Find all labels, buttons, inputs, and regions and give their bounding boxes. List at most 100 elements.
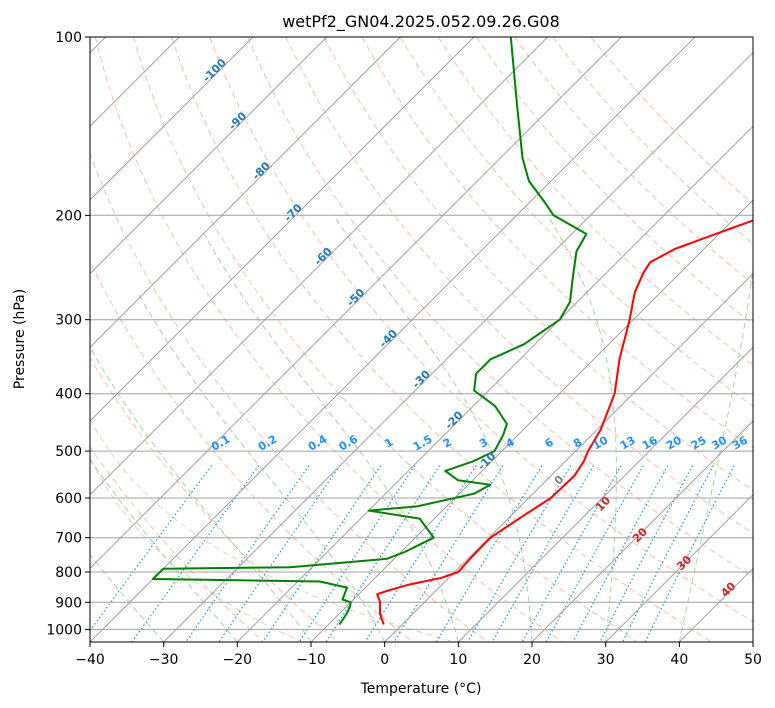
- x-tick-label: −40: [75, 652, 105, 668]
- background-lines: [90, 37, 753, 642]
- theta-e-label: 40: [718, 579, 738, 599]
- chart-title: wetPf2_GN04.2025.052.09.26.G08: [282, 12, 560, 32]
- isotherm-line: [384, 272, 753, 642]
- dry-adiabat-line: [171, 37, 712, 642]
- isotherm-line: [310, 199, 753, 642]
- mixing-ratio-line: [521, 465, 622, 642]
- mixing-ratio-line: [466, 465, 572, 642]
- isotherm-line: [90, 37, 254, 201]
- isotherm-label: -20: [442, 408, 465, 431]
- y-tick-label: 1000: [46, 622, 82, 638]
- moist-adiabat-line: [90, 553, 165, 642]
- x-tick-label: 10: [449, 652, 467, 668]
- mixing-ratio-line: [364, 465, 477, 642]
- mixing-ratio-label: 20: [664, 433, 684, 452]
- mixing-ratio-label: 0.2: [256, 433, 279, 454]
- auxiliary-curve: [90, 456, 303, 642]
- mixing-ratio-label: 6: [543, 435, 556, 450]
- dry-adiabat-line: [90, 446, 264, 642]
- dry-adiabat-line: [552, 37, 753, 245]
- isotherm-label: -50: [344, 286, 367, 309]
- mixing-ratio-line: [491, 465, 595, 642]
- y-axis-ticks: 100 200 300 400 500 600 700 800 900 1000: [46, 30, 90, 638]
- mixing-ratio-line: [393, 465, 504, 642]
- mixing-ratio-label: 16: [640, 433, 660, 452]
- dry-adiabat-line: [323, 37, 753, 491]
- y-tick-label: 300: [55, 313, 82, 329]
- pressure-gridlines: [90, 37, 753, 630]
- moist-adiabat-line: [547, 215, 617, 642]
- mixing-ratio-line: [644, 465, 735, 642]
- dry-adiabat-line: [132, 37, 638, 642]
- dry-adiabat-line: [94, 37, 563, 642]
- mixing-ratio-line: [262, 465, 382, 642]
- moist-adiabat-line: [678, 264, 753, 642]
- isotherm-line: [678, 567, 753, 642]
- profile-lines: [152, 37, 753, 626]
- y-tick-label: 400: [55, 387, 82, 403]
- dry-adiabat-line: [90, 152, 488, 642]
- y-tick-label: 600: [55, 491, 82, 507]
- y-axis-label: Pressure (hPa): [12, 289, 28, 389]
- dewpoint-line: [152, 37, 588, 626]
- x-tick-label: 50: [744, 652, 762, 668]
- temperature-line: [376, 219, 753, 625]
- mixing-ratio-label: 10: [590, 433, 610, 452]
- isotherm-line: [236, 125, 753, 642]
- x-tick-label: 0: [380, 652, 389, 668]
- mixing-ratio-line: [572, 465, 669, 642]
- mixing-ratio-label: 0.6: [337, 432, 361, 453]
- x-axis-label: Temperature (°C): [360, 681, 482, 697]
- isotherm-line: [90, 37, 475, 422]
- y-tick-label: 500: [55, 444, 82, 460]
- isotherm-line: [90, 37, 328, 275]
- dry-adiabat-line: [285, 37, 753, 535]
- mixing-ratio-line: [185, 465, 310, 642]
- x-tick-label: −10: [296, 652, 326, 668]
- x-tick-label: 20: [523, 652, 541, 668]
- mixing-ratio-line: [325, 465, 441, 642]
- isotherm-label: -100: [200, 56, 229, 85]
- moist-adiabat-line: [200, 227, 459, 642]
- mixing-ratio-label: 30: [709, 433, 729, 452]
- mixing-ratio-line: [90, 465, 213, 632]
- isotherm-line: [90, 37, 401, 349]
- isotherm-line: [90, 37, 696, 642]
- mixing-ratio-label: 0.1: [209, 433, 232, 454]
- isotherm-label: -60: [312, 245, 335, 268]
- moist-adiabat-line: [137, 292, 386, 642]
- mixing-ratio-line: [621, 465, 714, 642]
- dry-adiabat-line: [590, 37, 753, 205]
- moist-adiabat-line: [332, 215, 533, 642]
- x-tick-label: 30: [597, 652, 615, 668]
- isotherm-line: [163, 51, 753, 642]
- x-tick-label: 40: [670, 652, 688, 668]
- mixing-ratio-label: 0.4: [306, 432, 330, 453]
- dry-adiabat-line: [90, 356, 339, 642]
- y-tick-label: 800: [55, 565, 82, 581]
- isotherm-label: -40: [377, 327, 400, 350]
- theta-e-label: 20: [630, 525, 650, 545]
- dry-adiabat-line: [90, 260, 414, 642]
- y-tick-label: 200: [55, 208, 82, 224]
- mixing-ratio-label: 8: [571, 436, 584, 451]
- y-tick-label: 900: [55, 595, 82, 611]
- x-tick-label: −30: [149, 652, 179, 668]
- isotherm-line: [90, 37, 549, 496]
- isotherm-label: -70: [282, 201, 305, 224]
- auxiliary-curve: [90, 417, 455, 642]
- mixing-ratio-line: [218, 465, 341, 642]
- y-tick-label: 100: [55, 30, 82, 46]
- dry-adiabat-line: [399, 37, 753, 407]
- mixing-ratio-label: 36: [730, 433, 750, 452]
- mixing-ratio-label: 1.5: [411, 433, 434, 454]
- isotherm-label: -90: [226, 109, 249, 132]
- isotherm-line: [605, 493, 753, 642]
- x-tick-label: −20: [223, 652, 253, 668]
- mixing-ratio-line: [599, 465, 694, 642]
- isotherm-label: -10: [475, 449, 498, 472]
- dry-adiabat-line: [209, 37, 753, 623]
- mixing-ratio-label: 1: [382, 436, 395, 451]
- theta-e-label: 10: [593, 494, 613, 514]
